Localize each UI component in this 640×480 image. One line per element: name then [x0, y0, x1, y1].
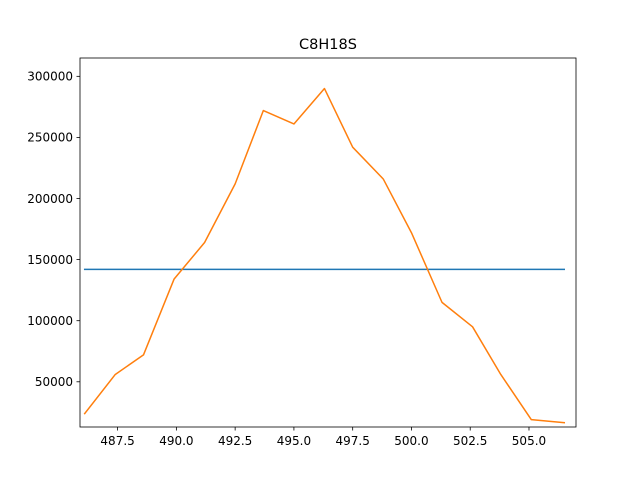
series-line-2	[83, 87, 566, 424]
x-tick-label: 500.0	[394, 434, 428, 448]
y-tick-label: 150000	[27, 253, 73, 267]
y-tick-label: 100000	[27, 314, 73, 328]
x-tick-label: 492.5	[218, 434, 252, 448]
chart-title: C8H18S	[299, 37, 357, 53]
x-tick-label: 490.0	[159, 434, 193, 448]
x-tick-label: 487.5	[100, 434, 134, 448]
plot-frame	[79, 57, 577, 428]
x-tick-label: 505.0	[512, 434, 546, 448]
y-tick-label: 200000	[27, 192, 73, 206]
x-tick-label: 495.0	[277, 434, 311, 448]
x-tick-label: 497.5	[336, 434, 370, 448]
series-layer	[83, 87, 566, 424]
y-tick-label: 300000	[27, 70, 73, 84]
axes-layer: 487.5 490.0 492.5 495.0 497.5 500.0 502.5 505.0…	[27, 57, 577, 448]
y-tick-label: 50000	[35, 375, 73, 389]
x-tick-label: 502.5	[453, 434, 487, 448]
y-tick-label: 250000	[27, 131, 73, 145]
